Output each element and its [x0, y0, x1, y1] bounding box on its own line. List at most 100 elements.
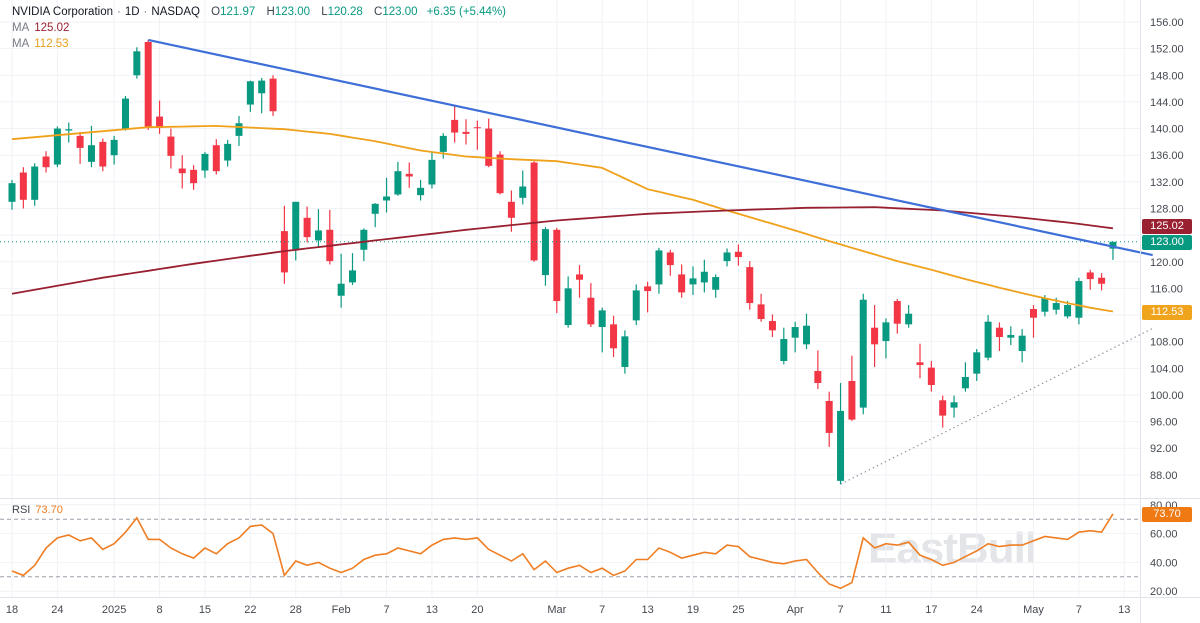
price-tick-label: 140.00: [1150, 124, 1184, 136]
candle: [689, 266, 697, 296]
candle: [235, 115, 243, 146]
candle: [893, 299, 901, 334]
candle: [803, 313, 810, 350]
rsi-label: RSI: [12, 504, 31, 516]
price-tick-label: 96.00: [1150, 417, 1178, 429]
price-tick-label: 128.00: [1150, 203, 1184, 215]
rsi-line[interactable]: [11, 513, 1114, 590]
candle: [814, 350, 822, 389]
symbol-row: NVIDIA Corporation · 1D · NASDAQ O121.97 H12…: [12, 4, 506, 20]
candle: [292, 201, 300, 261]
time-tick-label: 22: [244, 604, 256, 616]
candle: [405, 162, 413, 188]
candle: [394, 161, 402, 196]
candle: [541, 227, 549, 286]
ma-slow-label: MA: [12, 22, 30, 34]
rsi-header[interactable]: RSI 73.70: [12, 504, 63, 516]
candle: [859, 293, 867, 415]
candle: [144, 39, 152, 130]
candle: [224, 139, 232, 167]
ma-indicator-fast[interactable]: MA 112.53: [12, 36, 506, 52]
price-tick-label: 88.00: [1150, 470, 1178, 482]
low-value: 120.28: [327, 6, 363, 18]
candle: [519, 170, 527, 205]
candle: [791, 321, 799, 353]
price-tick-label: 144.00: [1150, 97, 1184, 109]
time-tick-label: 19: [687, 604, 699, 616]
candle: [201, 151, 209, 178]
candle: [1086, 269, 1094, 290]
candle: [178, 155, 186, 189]
candle: [485, 118, 493, 168]
badge-last-price: 123.00: [1142, 234, 1192, 250]
rsi-bands: [0, 518, 1141, 578]
candle: [1109, 241, 1117, 260]
time-tick-label: 18: [6, 604, 18, 616]
candle: [8, 179, 16, 210]
candle: [303, 206, 311, 243]
price-tick-label: 116.00: [1150, 283, 1183, 295]
candle: [462, 119, 470, 145]
candle: [246, 80, 254, 112]
candle: [65, 122, 73, 143]
candle: [768, 314, 776, 338]
rsi-tick-label: 60.00: [1150, 529, 1178, 541]
price-tick-label: 92.00: [1150, 443, 1178, 455]
candle: [621, 330, 629, 374]
time-tick-label: Feb: [332, 604, 351, 616]
timeframe[interactable]: 1D: [124, 6, 140, 18]
candle: [42, 151, 50, 173]
grid-lines: [0, 0, 1141, 598]
candle: [927, 360, 935, 392]
price-tick-label: 148.00: [1150, 70, 1184, 82]
candle: [871, 305, 879, 367]
candle: [734, 244, 742, 266]
time-tick-label: 13: [641, 604, 653, 616]
high-label: H: [266, 6, 275, 18]
time-axis[interactable]: 18 24 2025 8 15 22 28 Feb 7 13 20 Mar 7 13 19 25 Apr 7 11 1…: [6, 604, 1131, 616]
price-tick-label: 156.00: [1150, 17, 1184, 29]
candle: [598, 307, 606, 353]
candle: [632, 284, 640, 326]
candle: [757, 293, 765, 322]
ma-indicator-slow[interactable]: MA 125.02: [12, 20, 506, 36]
candle: [950, 395, 958, 418]
candle: [1007, 326, 1015, 346]
candle: [939, 395, 947, 428]
candle: [610, 315, 618, 357]
candle: [417, 179, 425, 201]
candle: [31, 163, 39, 206]
time-tick-label: 13: [426, 604, 438, 616]
candle: [587, 283, 595, 328]
ma-fast-value: 112.53: [34, 38, 69, 50]
candle: [337, 253, 345, 308]
watermark: EastBull: [868, 524, 1037, 573]
price-axis[interactable]: 156.00 152.00 148.00 144.00 140.00 136.00 132.…: [1150, 17, 1184, 598]
close-value: 123.00: [382, 6, 418, 18]
candle: [780, 327, 788, 365]
candle: [451, 105, 459, 143]
trendline-support-dotted[interactable]: [840, 327, 1153, 485]
candle: [428, 151, 436, 189]
separator: ·: [143, 6, 148, 18]
change-value: +6.35 (+5.44%): [426, 6, 506, 18]
ma-fast-line[interactable]: [11, 124, 1114, 313]
candle: [156, 100, 164, 134]
exchange: NASDAQ: [151, 6, 200, 18]
trendline-resistance[interactable]: [147, 38, 1153, 257]
candle: [269, 75, 277, 116]
candle: [553, 227, 561, 314]
candle: [530, 161, 538, 262]
candle: [133, 47, 141, 79]
candle: [576, 265, 583, 298]
candle: [76, 131, 84, 164]
candle: [666, 249, 674, 276]
symbol-name[interactable]: NVIDIA Corporation: [12, 6, 113, 18]
candle: [848, 355, 856, 421]
ma-slow-line[interactable]: [11, 206, 1114, 295]
candle: [1098, 273, 1106, 291]
candle: [825, 391, 833, 447]
